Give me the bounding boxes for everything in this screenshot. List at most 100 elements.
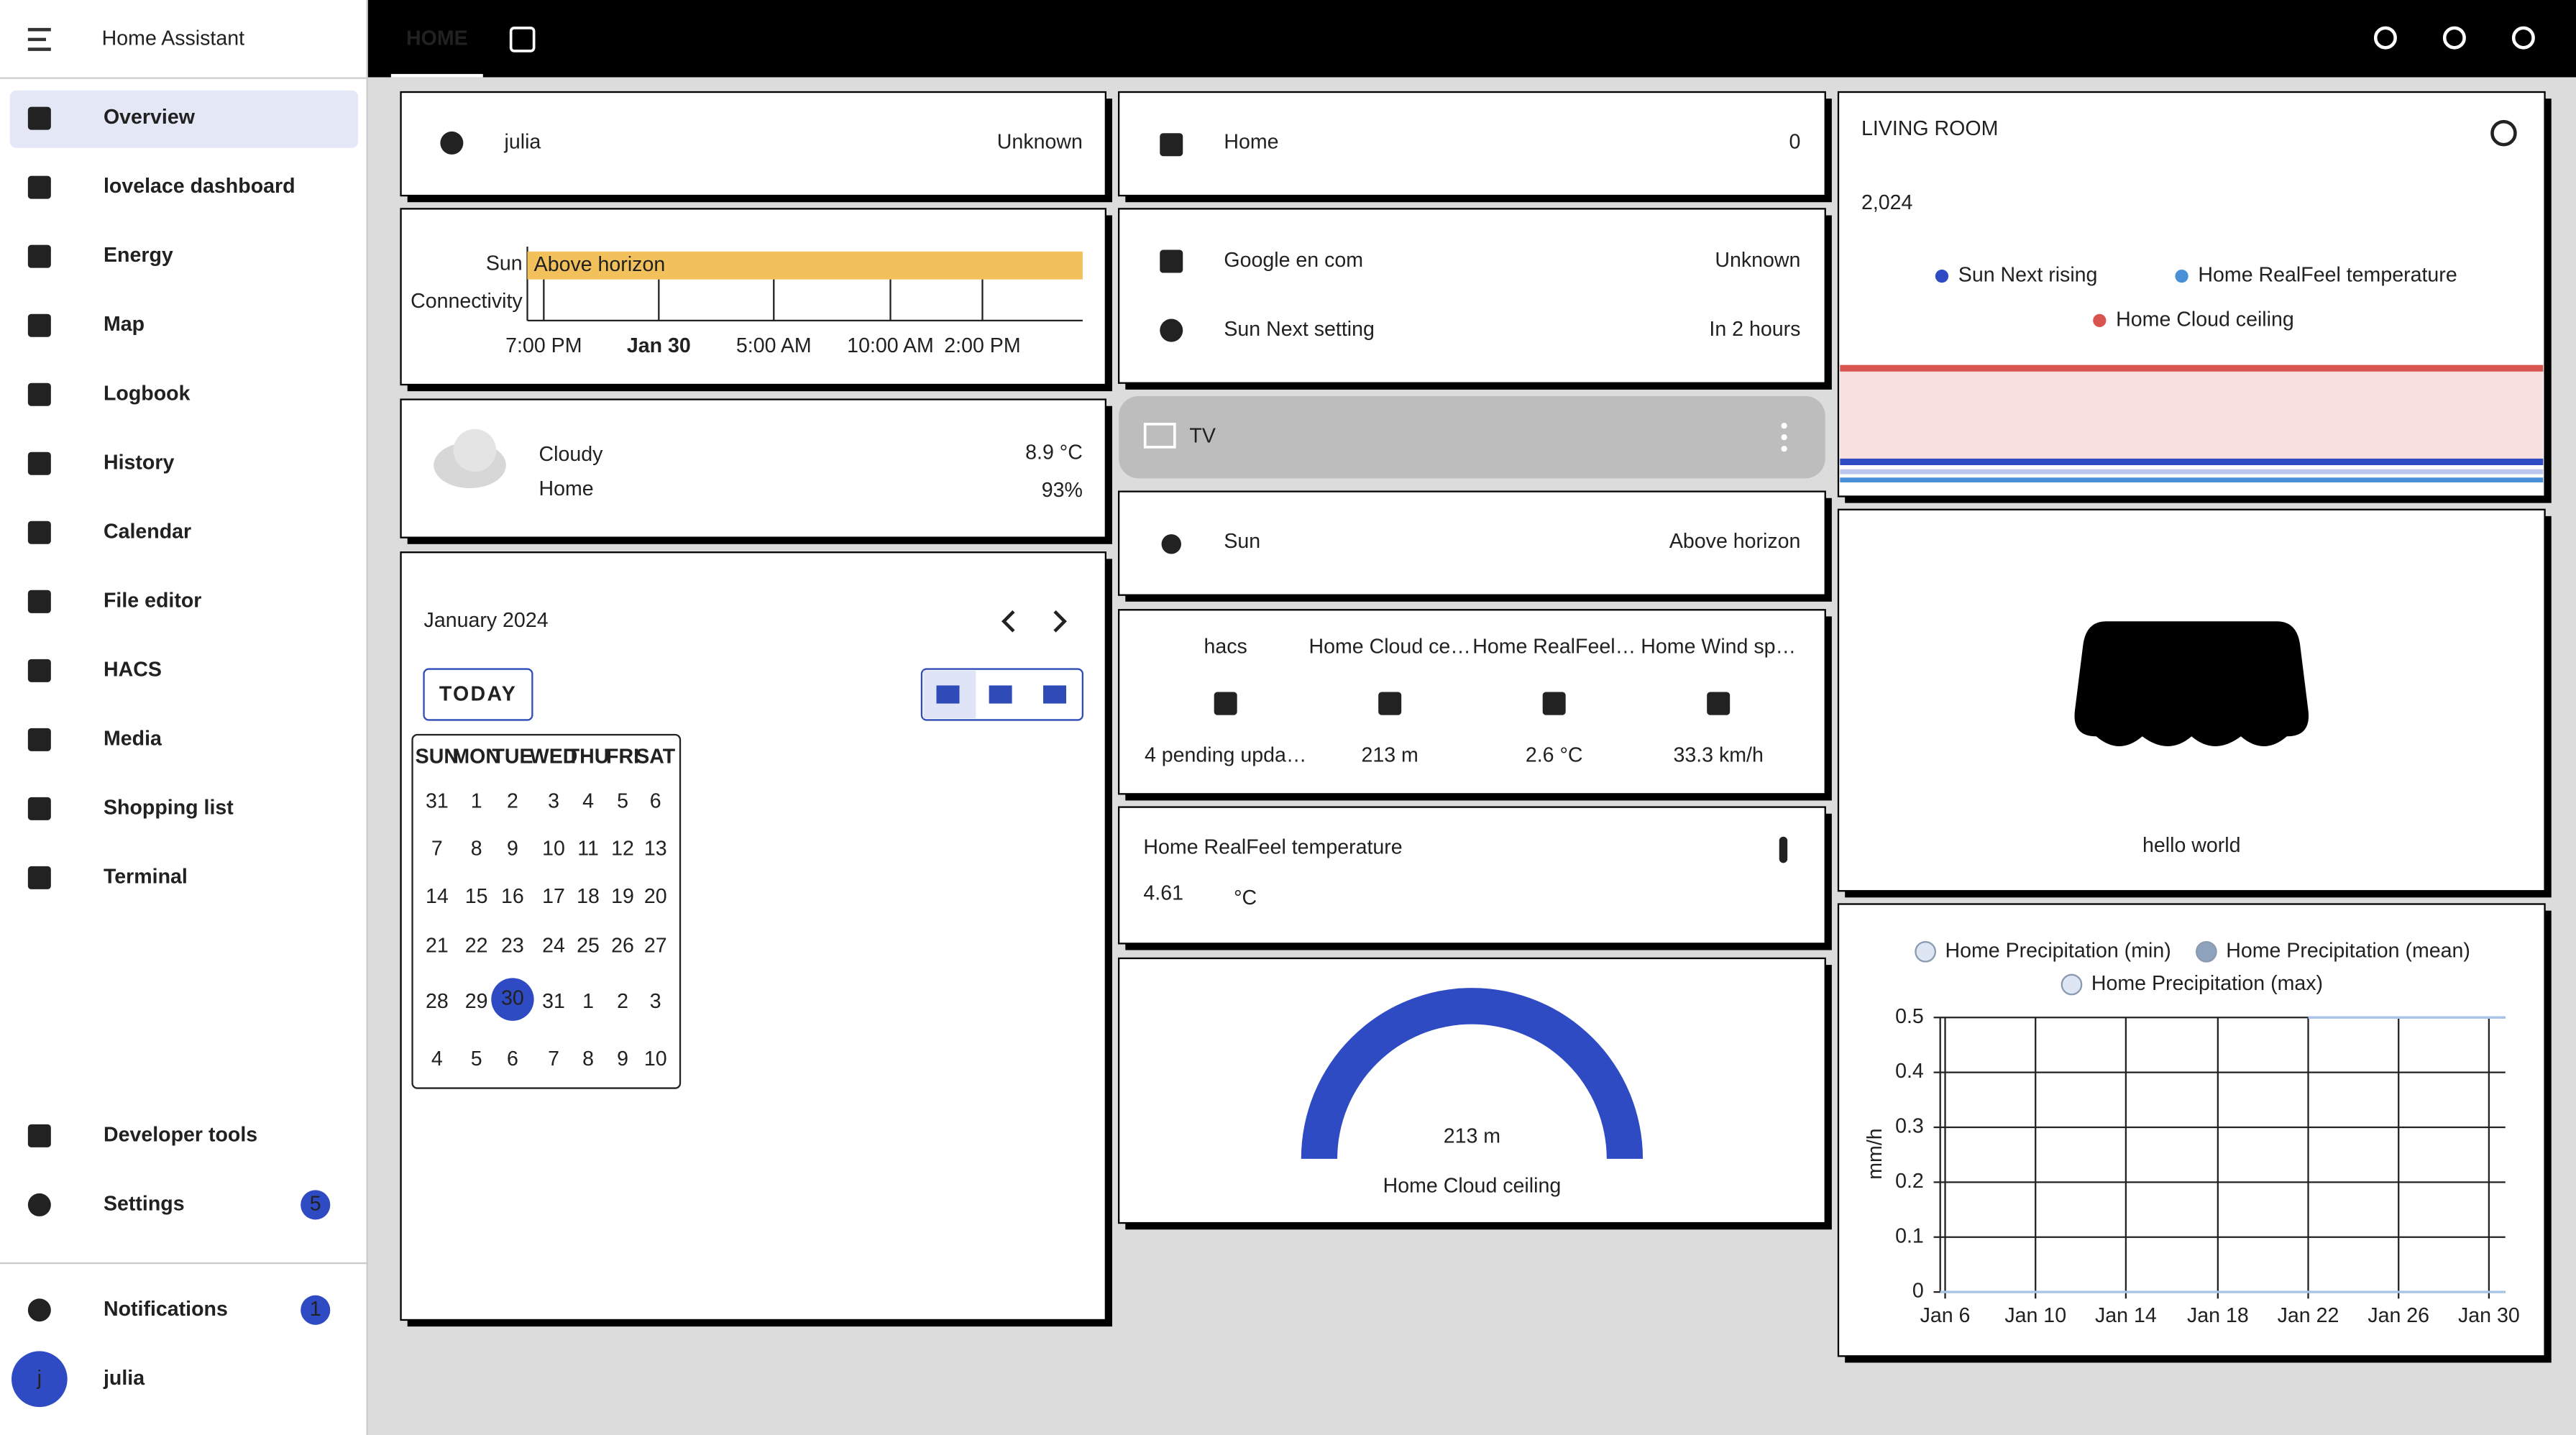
legend-entry[interactable]: Home Cloud ceiling	[2116, 308, 2294, 331]
edit-icon[interactable]	[509, 27, 536, 52]
day[interactable]: 18	[577, 885, 600, 908]
nav-item[interactable]: Map	[104, 313, 145, 336]
day[interactable]: 20	[644, 885, 667, 908]
nav-item[interactable]: Settings	[104, 1192, 185, 1215]
app-title: Home Assistant	[102, 27, 244, 50]
legend-entry[interactable]: Home Precipitation (max)	[2091, 972, 2323, 995]
nav-item[interactable]: Shopping list	[104, 796, 234, 819]
day[interactable]: 10	[644, 1047, 667, 1070]
toolbar-icon[interactable]	[2511, 26, 2535, 50]
nav-item[interactable]: lovelace dashboard	[104, 175, 295, 198]
day[interactable]: 8	[582, 1047, 594, 1070]
nav-item[interactable]: Notifications	[104, 1298, 228, 1321]
day[interactable]: 28	[426, 990, 449, 1013]
day[interactable]: 3	[650, 990, 661, 1013]
more-icon[interactable]	[1781, 434, 1787, 441]
next-button[interactable]	[1053, 610, 1067, 633]
day[interactable]: 17	[542, 885, 565, 908]
day[interactable]: 24	[542, 934, 565, 957]
day[interactable]: 31	[426, 789, 449, 812]
x-tick-label: Jan 6	[1920, 1304, 1971, 1327]
legend-dot	[2196, 940, 2217, 963]
day[interactable]: 19	[611, 885, 634, 908]
day[interactable]: 10	[542, 838, 565, 861]
card-icon	[2490, 119, 2517, 147]
day[interactable]: 29	[465, 990, 488, 1013]
nav-item[interactable]: Overview	[104, 106, 196, 129]
day[interactable]: 2	[617, 990, 628, 1013]
day[interactable]: 22	[465, 934, 488, 957]
legend-entry[interactable]: Home RealFeel temperature	[2198, 264, 2457, 287]
day[interactable]: 2	[507, 789, 518, 812]
nav-icon	[27, 1124, 51, 1147]
legend-entry[interactable]: Home Precipitation (min)	[1945, 939, 2171, 962]
sun-icon	[1161, 534, 1181, 554]
day[interactable]: 7	[548, 1047, 559, 1070]
view-icon[interactable]	[936, 685, 960, 704]
day[interactable]: 26	[611, 934, 634, 957]
top-bar	[367, 0, 2576, 78]
more-icon[interactable]	[1781, 423, 1787, 429]
day[interactable]: 1	[471, 789, 482, 812]
nav-icon	[27, 521, 51, 544]
graph-fill	[1840, 368, 2544, 462]
user-name[interactable]: julia	[103, 1367, 145, 1390]
day[interactable]: 6	[650, 789, 661, 812]
x-tick-label: 10:00 AM	[847, 334, 934, 357]
view-icon[interactable]	[989, 685, 1012, 704]
day[interactable]: 13	[644, 838, 667, 861]
day[interactable]: 1	[582, 990, 594, 1013]
more-icon[interactable]	[1781, 446, 1787, 452]
day[interactable]: 11	[577, 838, 599, 861]
day[interactable]: 30	[501, 987, 524, 1010]
day[interactable]: 6	[507, 1047, 518, 1070]
tab[interactable]: HOME	[406, 27, 468, 50]
day[interactable]: 21	[426, 934, 449, 957]
day[interactable]: 5	[617, 789, 628, 812]
nav-item[interactable]: File editor	[104, 589, 201, 612]
month-grid	[411, 733, 682, 1089]
glance-icon	[1707, 692, 1731, 715]
glance-state: 4 pending upda…	[1145, 743, 1306, 766]
day[interactable]: 9	[507, 838, 518, 861]
today-button[interactable]	[423, 668, 533, 721]
prev-button[interactable]	[1001, 610, 1015, 633]
legend-entry[interactable]: Sun Next rising	[1958, 264, 2098, 287]
tv-card[interactable]	[1119, 396, 1825, 479]
nav-item[interactable]: History	[104, 451, 174, 474]
nav-item[interactable]: Media	[104, 727, 162, 750]
menu-icon[interactable]	[27, 27, 51, 51]
nav-item[interactable]: Terminal	[104, 865, 188, 888]
x-tick-label: Jan 10	[2004, 1304, 2066, 1327]
day[interactable]: 5	[471, 1047, 482, 1070]
toolbar-icon[interactable]	[2373, 26, 2397, 50]
day[interactable]: 16	[501, 885, 524, 908]
view-icon[interactable]	[1043, 685, 1067, 704]
legend-entry[interactable]: Home Precipitation (mean)	[2226, 939, 2470, 962]
home-icon	[1160, 133, 1183, 157]
nav-icon	[27, 244, 51, 268]
day[interactable]: 15	[465, 885, 488, 908]
toolbar-icon[interactable]	[2442, 26, 2466, 50]
day[interactable]: 31	[542, 990, 565, 1013]
day[interactable]: 14	[426, 885, 449, 908]
day[interactable]: 23	[501, 934, 524, 957]
day[interactable]: 12	[611, 838, 634, 861]
badge-count: 5	[310, 1192, 321, 1215]
legend-dot	[1935, 269, 1949, 283]
nav-item[interactable]: Developer tools	[104, 1123, 257, 1146]
day[interactable]: 7	[431, 838, 443, 861]
nav-item[interactable]: HACS	[104, 658, 162, 681]
nav-item[interactable]: Calendar	[104, 520, 191, 543]
day[interactable]: 27	[644, 934, 667, 957]
day[interactable]: 4	[582, 789, 594, 812]
glance-state: 2.6 °C	[1526, 743, 1583, 766]
day[interactable]: 3	[548, 789, 559, 812]
day[interactable]: 25	[577, 934, 600, 957]
nav-item[interactable]: Logbook	[104, 382, 191, 405]
day[interactable]: 9	[617, 1047, 628, 1070]
day[interactable]: 8	[471, 838, 482, 861]
day[interactable]: 4	[431, 1047, 443, 1070]
nav-item[interactable]: Energy	[104, 244, 173, 267]
sensor-unit: °C	[1234, 886, 1257, 909]
